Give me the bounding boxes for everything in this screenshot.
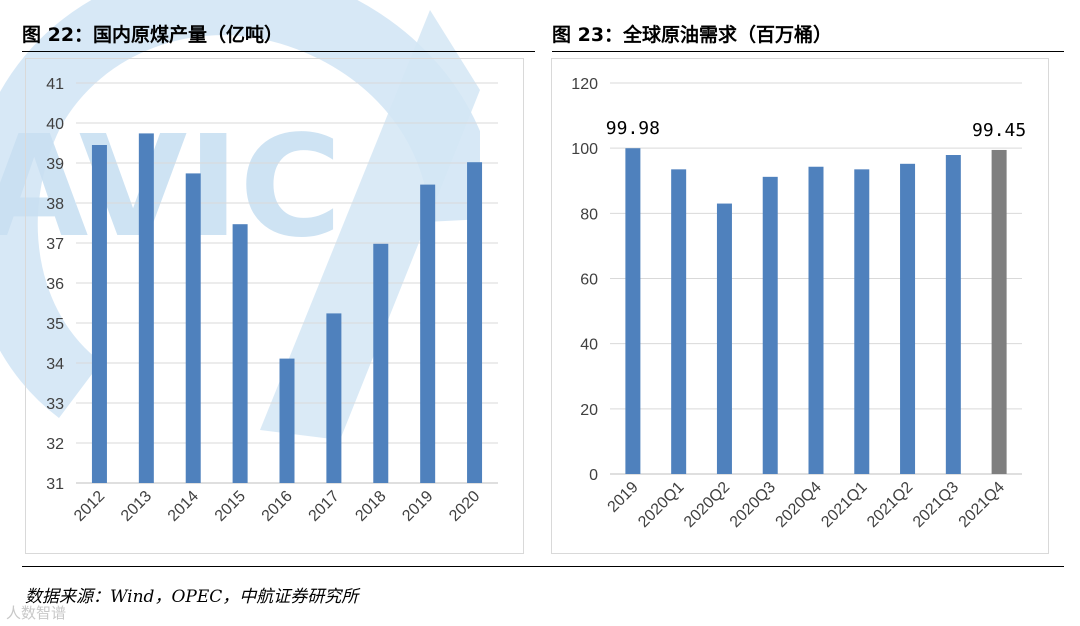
left-title-rule (22, 51, 535, 52)
oil-bar (762, 176, 778, 474)
coal-bar (467, 162, 483, 483)
watermark-text: AVIC (0, 106, 342, 269)
coal-bar (279, 358, 295, 483)
oil-bar (991, 149, 1007, 475)
oil-x-tick-label: 2021Q4 (956, 479, 1008, 531)
oil-x-tick-label: 2020Q2 (681, 479, 733, 531)
right-figure-title: 图 23：全球原油需求（百万桶） (552, 24, 833, 46)
coal-y-tick-label: 39 (46, 156, 64, 173)
oil-bar (625, 148, 641, 475)
coal-bar (232, 224, 248, 483)
corner-logo-text: 人数智谱 (6, 604, 67, 622)
coal-bar (91, 145, 107, 483)
right-title-rule (552, 51, 1064, 52)
coal-y-tick-label: 31 (46, 476, 64, 493)
oil-y-tick-label: 80 (580, 206, 598, 223)
avic-watermark-logo: AVIC (0, 0, 480, 440)
coal-y-tick-label: 32 (46, 436, 64, 453)
oil-data-label: 99.45 (972, 120, 1026, 141)
oil-bar (854, 169, 870, 475)
oil-bar (900, 163, 916, 474)
coal-y-tick-label: 37 (46, 236, 64, 253)
bottom-rule (22, 566, 1064, 567)
coal-bar (326, 313, 342, 483)
oil-x-tick-label: 2019 (605, 479, 642, 516)
oil-x-tick-label: 2021Q3 (910, 479, 962, 531)
coal-y-tick-label: 41 (46, 76, 64, 93)
coal-bar (185, 173, 201, 483)
coal-y-tick-label: 38 (46, 196, 64, 213)
left-chart-panel (25, 58, 524, 554)
coal-bar (138, 133, 154, 483)
coal-bar (373, 243, 389, 483)
coal-y-tick-label: 33 (46, 396, 64, 413)
oil-x-tick-label: 2021Q1 (818, 479, 870, 531)
oil-y-tick-label: 100 (571, 141, 598, 158)
coal-y-tick-label: 35 (46, 316, 64, 333)
right-chart-panel (551, 58, 1049, 554)
oil-bar (671, 169, 687, 475)
oil-y-tick-label: 40 (580, 337, 598, 354)
oil-x-tick-label: 2020Q1 (635, 479, 687, 531)
oil-y-tick-label: 0 (589, 467, 598, 484)
oil-x-tick-label: 2020Q3 (727, 479, 779, 531)
oil-bar (716, 203, 732, 474)
coal-y-tick-label: 34 (46, 356, 64, 373)
coal-y-tick-label: 40 (46, 116, 64, 133)
oil-y-tick-label: 20 (580, 402, 598, 419)
left-figure-title: 图 22：国内原煤产量（亿吨） (22, 24, 284, 46)
oil-x-tick-label: 2020Q4 (773, 479, 825, 531)
coal-y-tick-label: 36 (46, 276, 64, 293)
oil-bar (945, 155, 961, 475)
source-note: 数据来源：Wind，OPEC，中航证券研究所 (25, 587, 359, 607)
oil-y-tick-label: 60 (580, 272, 598, 289)
coal-bar (420, 184, 436, 483)
oil-data-label: 99.98 (606, 118, 660, 139)
oil-bar (808, 166, 824, 474)
oil-y-tick-label: 120 (571, 76, 598, 93)
oil-x-tick-label: 2021Q2 (864, 479, 916, 531)
